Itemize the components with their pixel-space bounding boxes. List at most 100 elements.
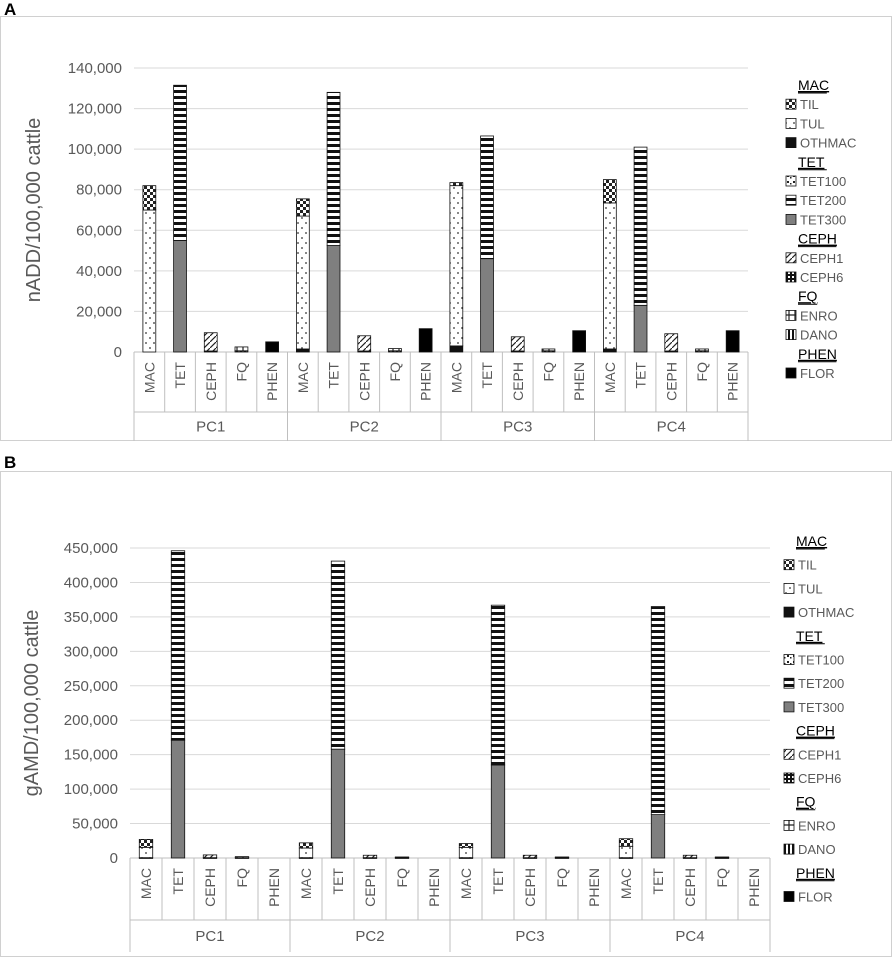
legend-heading-ceph: CEPH: [798, 231, 837, 247]
legend-heading-tet: TET: [798, 154, 825, 170]
bar-pc3-ceph-ceph1: [510, 336, 525, 352]
legend-heading-fq: FQ: [796, 794, 816, 810]
panel-letter-a: A: [4, 0, 17, 19]
category-label-phen: PHEN: [266, 868, 282, 907]
y-tick-label: 200,000: [64, 712, 118, 729]
bar-pc4-mac-tul: [618, 845, 634, 859]
y-tick-label: 40,000: [76, 263, 122, 280]
category-label-tet: TET: [479, 362, 495, 389]
legend-item-enro: ENRO: [800, 308, 838, 323]
category-label-tet: TET: [326, 362, 342, 389]
category-label-mac: MAC: [618, 868, 634, 899]
bar-pc2-fq-enro: [394, 856, 410, 859]
bar-pc2-phen-flor: [418, 328, 433, 353]
category-label-fq: FQ: [554, 868, 570, 888]
category-label-ceph: CEPH: [356, 362, 372, 401]
group-label-pc4: PC4: [675, 928, 704, 945]
legend-item-tul: TUL: [798, 581, 823, 596]
category-label-phen: PHEN: [586, 868, 602, 907]
category-label-ceph: CEPH: [203, 362, 219, 401]
legend-heading-phen: PHEN: [798, 346, 837, 362]
category-label-mac: MAC: [138, 868, 154, 899]
bar-pc2-tet-tet300: [330, 748, 346, 859]
category-label-tet: TET: [633, 362, 649, 389]
legend-item-enro: ENRO: [798, 818, 836, 833]
category-label-tet: TET: [330, 868, 346, 895]
category-label-phen: PHEN: [571, 362, 587, 401]
bar-pc1-phen-flor: [265, 341, 279, 353]
category-label-ceph: CEPH: [510, 362, 526, 401]
legend-item-til: TIL: [800, 97, 819, 112]
bar-pc1-ceph-ceph1: [203, 332, 218, 352]
y-tick-label: 300,000: [64, 643, 118, 660]
bar-pc1-mac-til: [142, 185, 157, 211]
legend-swatch-dano: [785, 329, 797, 341]
category-label-phen: PHEN: [264, 362, 280, 401]
legend-swatch-othmac: [785, 137, 797, 149]
category-label-fq: FQ: [234, 868, 250, 888]
legend-swatch-tul: [785, 118, 797, 129]
bar-pc2-ceph-ceph1: [357, 335, 372, 352]
group-label-pc1: PC1: [196, 419, 225, 436]
category-label-mac: MAC: [602, 362, 618, 393]
category-label-mac: MAC: [298, 868, 314, 899]
bar-pc1-tet-tet200: [170, 550, 186, 741]
bar-pc3-mac-til: [458, 843, 474, 848]
legend-item-othmac: OTHMAC: [798, 605, 854, 620]
bar-pc1-tet-tet300: [173, 240, 187, 353]
group-label-pc3: PC3: [503, 419, 532, 436]
legend-swatch-ceph1: [785, 252, 797, 264]
legend-swatch-flor: [783, 891, 795, 902]
y-tick-label: 400,000: [64, 574, 118, 591]
category-label-phen: PHEN: [725, 362, 741, 401]
bar-pc3-tet-tet300: [480, 258, 494, 353]
y-tick-label: 80,000: [76, 182, 122, 199]
y-axis-label: nADD/100,000 cattle: [23, 118, 45, 303]
legend-item-ceph1: CEPH1: [800, 251, 843, 266]
category-label-tet: TET: [170, 868, 186, 895]
y-tick-label: 0: [110, 850, 118, 867]
category-label-fq: FQ: [394, 868, 410, 888]
y-tick-label: 100,000: [68, 141, 122, 158]
bar-pc2-tet-tet300: [326, 245, 341, 353]
bar-pc4-tet-tet200: [650, 606, 666, 815]
legend-item-ceph1: CEPH1: [798, 747, 841, 762]
category-label-mac: MAC: [458, 868, 474, 899]
legend-item-tet200: TET200: [798, 676, 844, 691]
group-label-pc3: PC3: [515, 928, 544, 945]
legend-swatch-ceph6: [785, 271, 797, 283]
bar-pc2-mac-tul: [296, 215, 310, 350]
y-tick-label: 150,000: [64, 747, 118, 764]
y-tick-label: 0: [114, 344, 122, 361]
bar-pc2-ceph-ceph1: [362, 854, 378, 859]
category-label-ceph: CEPH: [522, 868, 538, 907]
bar-pc2-mac-othmac: [296, 348, 310, 353]
legend-item-flor: FLOR: [798, 890, 833, 905]
category-label-ceph: CEPH: [682, 868, 698, 907]
legend-item-othmac: OTHMAC: [800, 136, 856, 151]
legend-heading-fq: FQ: [798, 288, 818, 304]
bar-pc3-ceph-ceph1: [522, 854, 538, 859]
panel-letter-b: B: [4, 453, 17, 472]
legend-swatch-tet300: [783, 701, 795, 713]
legend-swatch-ceph6: [783, 772, 795, 784]
panel-b-frame: [0, 471, 892, 957]
category-label-fq: FQ: [540, 362, 556, 382]
y-tick-label: 60,000: [76, 222, 122, 239]
bar-pc2-mac-tul: [298, 847, 314, 859]
bar-pc4-ceph-ceph1: [682, 854, 698, 859]
chart-a: 0 20,000 40,000 60,000 80,000 100,000 120,000 1…: [23, 60, 856, 441]
bar-pc1-fq-enro: [234, 346, 249, 352]
legend-item-ceph6: CEPH6: [798, 771, 841, 786]
legend-item-tul: TUL: [800, 116, 825, 131]
bar-pc4-mac-tul: [603, 202, 617, 350]
bar-pc1-mac-til: [138, 839, 154, 848]
bar-pc1-fq-enro: [234, 856, 250, 859]
category-label-tet: TET: [650, 868, 666, 895]
bar-pc4-tet-tet300: [633, 304, 648, 353]
legend-item-tet300: TET300: [800, 212, 846, 227]
legend-heading-phen: PHEN: [796, 865, 835, 881]
legend-item-flor: FLOR: [800, 366, 835, 381]
bar-pc4-tet-tet200: [633, 146, 648, 306]
